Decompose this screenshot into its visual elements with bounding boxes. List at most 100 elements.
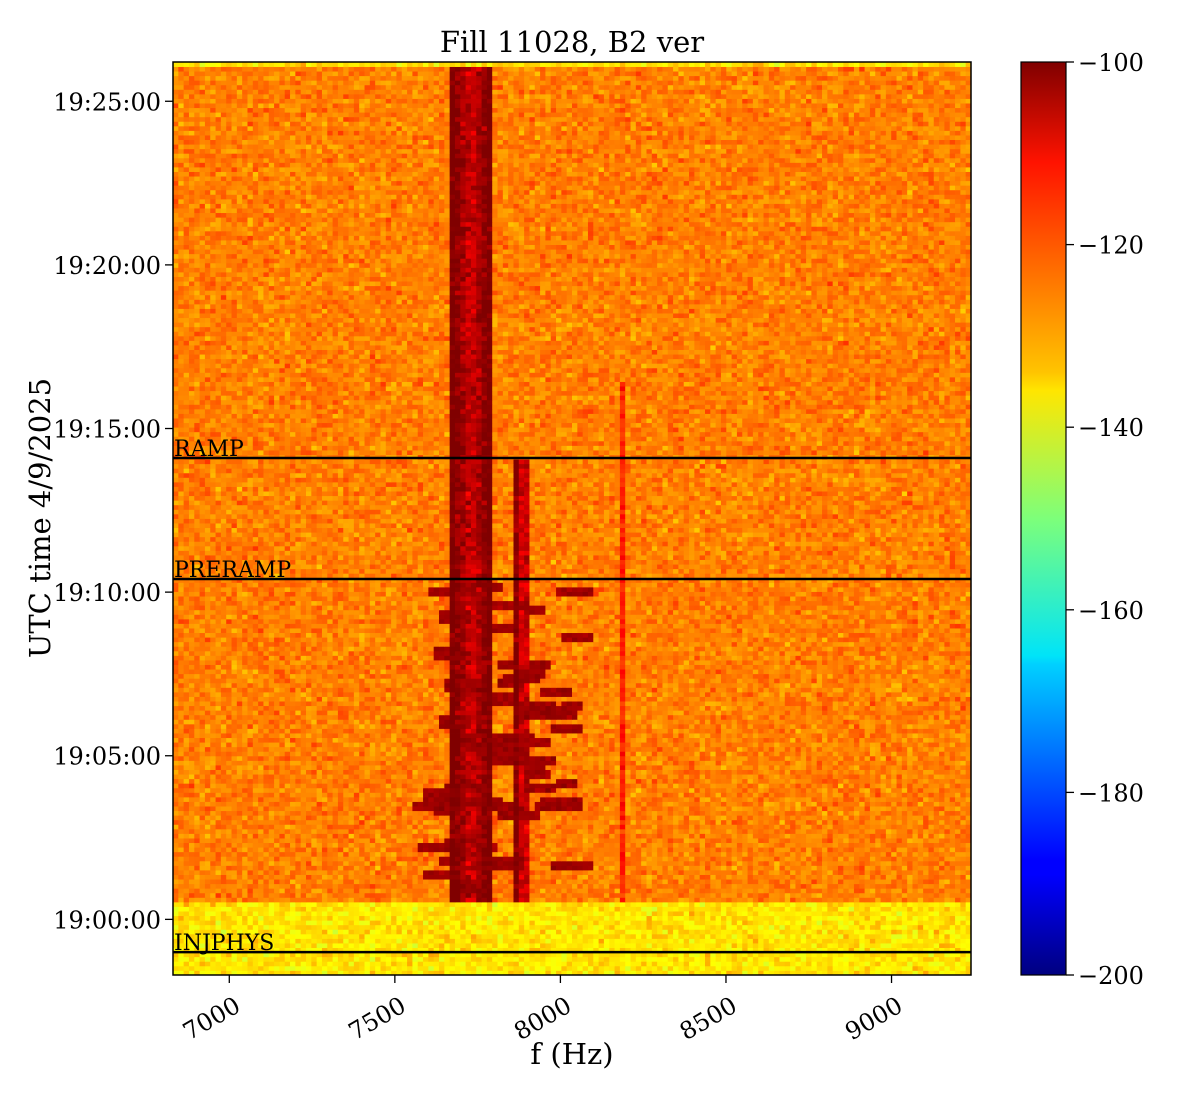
heatmap-cell [700, 920, 706, 925]
heatmap-cell [631, 902, 637, 907]
heatmap-cell [737, 861, 743, 866]
heatmap-cell [290, 856, 296, 861]
heatmap-cell [242, 897, 248, 902]
heatmap-cell [657, 920, 663, 925]
heatmap-cell [274, 870, 280, 875]
heatmap-cell [455, 961, 461, 966]
heatmap-cell [960, 865, 966, 870]
heatmap-cell [418, 957, 424, 962]
heatmap-cell [795, 888, 801, 893]
heatmap-cell [498, 911, 504, 916]
heatmap-cell [466, 843, 472, 848]
heatmap-cell [258, 833, 264, 838]
heatmap-cell [875, 884, 881, 889]
heatmap-cell [758, 870, 764, 875]
heatmap-cell [944, 929, 950, 934]
heatmap-cell [295, 824, 301, 829]
heatmap-cell [232, 884, 238, 889]
heatmap-cell [503, 884, 509, 889]
heatmap-cell [838, 929, 844, 934]
heatmap-cell [689, 833, 695, 838]
heatmap-cell [870, 907, 876, 912]
heatmap-cell [726, 838, 732, 843]
heatmap-cell [710, 961, 716, 966]
heatmap-cell [333, 966, 339, 971]
heatmap-cell [444, 920, 450, 925]
heatmap-cell [875, 929, 881, 934]
heatmap-cell [247, 884, 253, 889]
heatmap-cell [620, 875, 626, 880]
heatmap-cell [232, 888, 238, 893]
heatmap-cell [439, 893, 445, 898]
heatmap-cell [279, 925, 285, 930]
heatmap-cell [583, 852, 589, 857]
heatmap-cell [306, 897, 312, 902]
heatmap-cell [827, 957, 833, 962]
heatmap-cell [189, 829, 195, 834]
heatmap-cell [833, 911, 839, 916]
heatmap-cell [200, 916, 206, 921]
heatmap-cell [870, 920, 876, 925]
heatmap-cell [455, 879, 461, 884]
heatmap-cell [646, 829, 652, 834]
heatmap-cell [519, 888, 525, 893]
heatmap-cell [694, 907, 700, 912]
heatmap-cell [370, 929, 376, 934]
heatmap-cell [859, 911, 865, 916]
heatmap-cell [216, 875, 222, 880]
heatmap-cell [503, 966, 509, 971]
heatmap-cell [556, 957, 562, 962]
heatmap-cell [886, 870, 892, 875]
heatmap-cell [897, 870, 903, 875]
heatmap-cell [407, 865, 413, 870]
heatmap-cell [716, 875, 722, 880]
heatmap-cell [402, 925, 408, 930]
heatmap-cell [561, 879, 567, 884]
heatmap-cell [306, 938, 312, 943]
heatmap-cell [742, 870, 748, 875]
heatmap-cell [870, 934, 876, 939]
heatmap-cell [184, 920, 190, 925]
heatmap-cell [774, 847, 780, 852]
heatmap-cell [216, 888, 222, 893]
heatmap-cell [710, 897, 716, 902]
heatmap-cell [849, 929, 855, 934]
heatmap-cell [274, 820, 280, 825]
heatmap-cell [306, 870, 312, 875]
heatmap-cell [567, 884, 573, 889]
heatmap-cell [365, 938, 371, 943]
heatmap-cell [806, 888, 812, 893]
heatmap-cell [466, 938, 472, 943]
heatmap-cell [274, 897, 280, 902]
heatmap-cell [359, 865, 365, 870]
heatmap-cell [886, 847, 892, 852]
heatmap-cell [950, 861, 956, 866]
heatmap-cell [498, 879, 504, 884]
heatmap-cell [391, 957, 397, 962]
heatmap-cell [338, 929, 344, 934]
heatmap-cell [822, 925, 828, 930]
heatmap-cell [253, 966, 259, 971]
heatmap-cell [508, 897, 514, 902]
heatmap-cell [269, 961, 275, 966]
heatmap-cell [173, 843, 179, 848]
heatmap-cell [471, 824, 477, 829]
heatmap-cell [391, 920, 397, 925]
heatmap-cell [258, 911, 264, 916]
heatmap-cell [200, 843, 206, 848]
heatmap-cell [567, 920, 573, 925]
heatmap-cell [646, 897, 652, 902]
heatmap-cell [583, 966, 589, 971]
heatmap-cell [498, 838, 504, 843]
heatmap-cell [365, 838, 371, 843]
heatmap-cell [556, 916, 562, 921]
heatmap-cell [583, 829, 589, 834]
heatmap-cell [721, 957, 727, 962]
heatmap-cell [529, 847, 535, 852]
heatmap-cell [710, 934, 716, 939]
heatmap-cell [561, 875, 567, 880]
heatmap-cell [567, 865, 573, 870]
heatmap-cell [338, 957, 344, 962]
heatmap-cell [327, 934, 333, 939]
heatmap-cell [386, 847, 392, 852]
